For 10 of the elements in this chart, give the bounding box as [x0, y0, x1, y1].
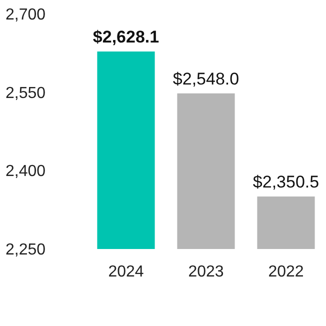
data-label: $2,548.0 [172, 69, 240, 88]
x-tick-label: 2024 [108, 264, 144, 280]
y-tick-label: 2,700 [6, 6, 46, 24]
data-label: $2,350.5 [252, 172, 320, 192]
y-tick-label: 2,250 [6, 242, 46, 258]
y-tick-label: 2,400 [6, 163, 46, 180]
y-tick-label: 2,550 [6, 84, 46, 102]
x-tick-label: 2022 [268, 264, 304, 280]
data-label: $2,628.1 [92, 28, 160, 47]
x-tick-label: 2023 [188, 264, 224, 280]
